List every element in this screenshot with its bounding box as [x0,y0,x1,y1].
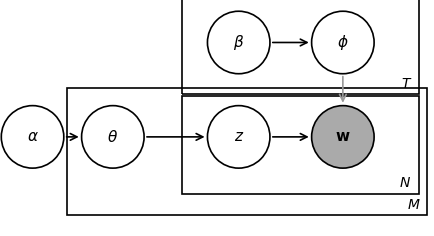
Ellipse shape [207,106,270,168]
Text: M: M [408,198,420,212]
Ellipse shape [312,106,374,168]
Bar [67,88,427,215]
Ellipse shape [1,106,64,168]
Bar [182,96,419,194]
Text: $\beta$: $\beta$ [233,33,244,52]
Ellipse shape [82,106,144,168]
Text: T: T [401,77,410,91]
Text: $\theta$: $\theta$ [107,129,118,145]
Bar [182,0,419,94]
Text: N: N [400,176,410,190]
Text: $\phi$: $\phi$ [337,33,349,52]
Text: $\alpha$: $\alpha$ [26,129,39,144]
Ellipse shape [207,11,270,74]
Text: $\mathbf{w}$: $\mathbf{w}$ [335,129,351,144]
Text: $z$: $z$ [233,129,244,144]
Ellipse shape [312,11,374,74]
